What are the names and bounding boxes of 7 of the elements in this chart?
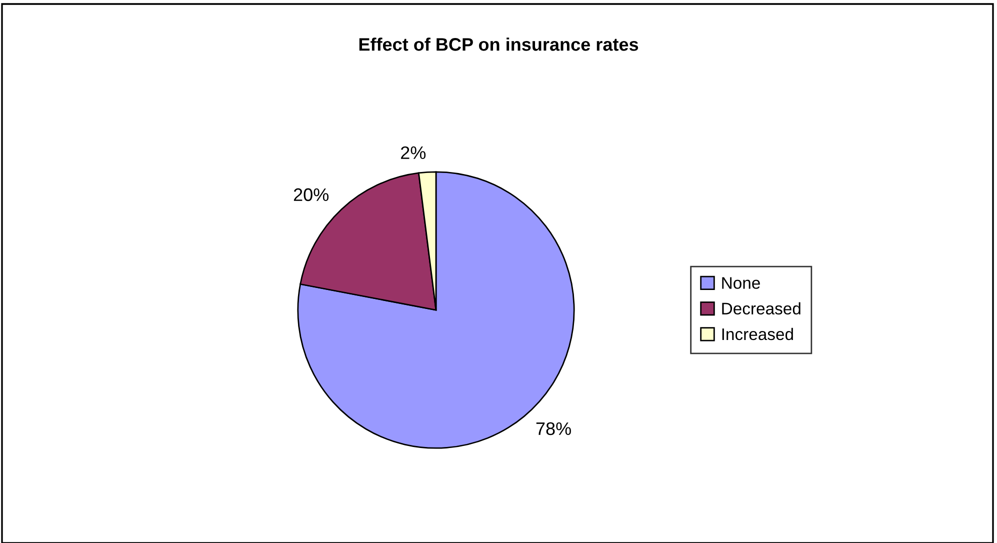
legend-label: Increased — [722, 328, 793, 340]
legend-label: None — [722, 277, 760, 289]
legend-label: Decreased — [722, 302, 800, 315]
chart-title: Effect of BCP on insurance rates — [359, 38, 638, 51]
data-label: 20% — [294, 188, 329, 202]
data-label: 2% — [401, 146, 426, 160]
data-label: 78% — [536, 422, 571, 436]
